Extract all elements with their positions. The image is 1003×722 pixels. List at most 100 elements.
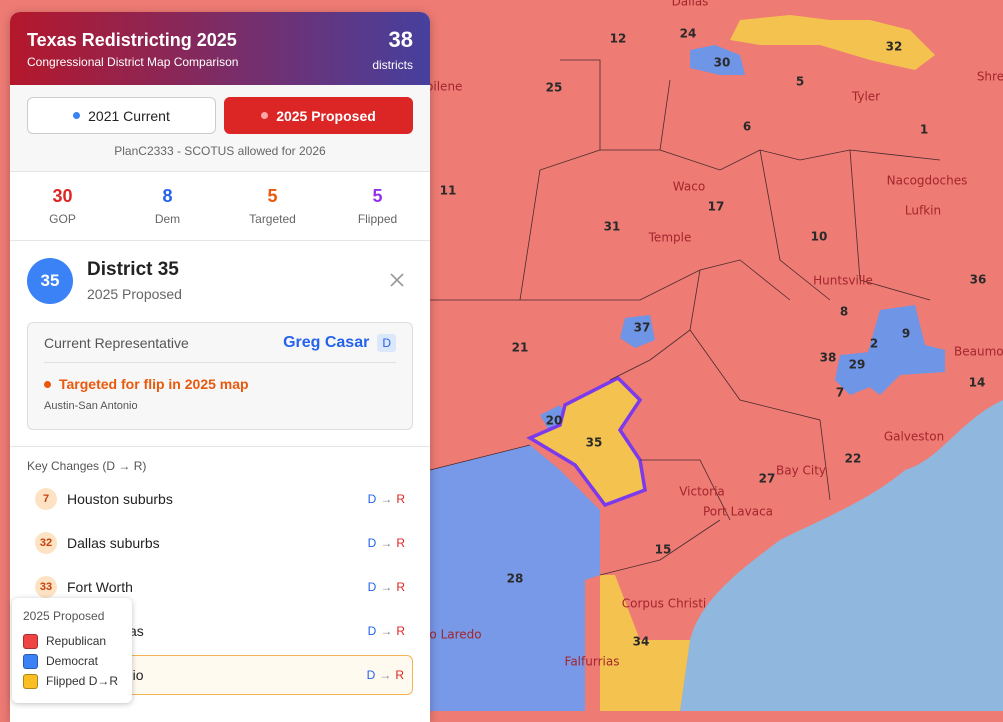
city-label: Galveston [884,430,944,444]
stat-value: 30 [52,186,73,206]
district-35-outline[interactable] [526,375,647,508]
district-label[interactable]: 20 [546,414,563,428]
arrow: → [380,580,393,594]
district-label[interactable]: 35 [586,436,603,450]
district-label[interactable]: 10 [811,230,828,244]
from-party: D [367,536,377,550]
from-party: D [367,492,377,506]
district-label[interactable]: 27 [759,472,776,486]
to-party: R [396,536,405,550]
from-party: D [367,624,377,638]
city-label: Bay City [776,464,826,478]
legend-items: Republican Democrat Flipped D→R [23,631,121,691]
district-badge: 33 [35,576,57,598]
close-button[interactable] [390,273,404,287]
stat-label: GOP [49,212,76,226]
district-label[interactable]: 29 [849,358,866,372]
district-label[interactable]: 14 [969,376,986,390]
district-label[interactable]: 7 [836,386,844,400]
stat-label: Flipped [357,212,398,226]
district-badge: 32 [35,532,57,554]
city-label: Dallas [672,0,709,9]
toggle-2021[interactable]: 2021 Current [27,97,216,134]
item-name: Houston suburbs [67,491,173,507]
district-label[interactable]: 30 [714,56,731,70]
status: Targeted for flip in 2025 map [44,376,396,392]
arrow: → [380,536,393,550]
district-label[interactable]: 15 [655,543,672,557]
legend-item: Flipped D→R [23,671,121,691]
legend: 2025 Proposed Republican Democrat Flipped … [12,598,132,703]
rep-card: Current Representative Greg Casar D Targ… [27,322,413,430]
district-label[interactable]: 9 [902,327,910,341]
district-label[interactable]: 17 [708,200,725,214]
district-32 [730,15,935,70]
district-label[interactable]: 1 [920,123,928,137]
district-title: District 35 [87,259,179,280]
area: Austin-San Antonio [44,400,138,412]
district-badge: 7 [35,488,57,510]
rep-name: Greg Casar [283,333,370,351]
district-9 [860,305,945,395]
side-panel: Texas Redistricting 2025 Congressional D… [10,12,430,722]
district-label[interactable]: 38 [820,351,837,365]
title: Texas Redistricting 2025 [27,30,237,50]
city-label: Nacogdoches [887,174,968,188]
rep-row: Current Representative Greg Casar D [44,323,396,363]
to-party: R [395,668,404,682]
district-label[interactable]: 24 [680,27,697,41]
key-change-item[interactable]: 33 Fort Worth D → R [27,567,413,607]
city-label: Lufkin [905,204,941,218]
district-label[interactable]: 36 [970,273,987,287]
toggle-label: 2021 Current [88,107,170,124]
item-name: Dallas suburbs [67,535,160,551]
city-label: Waco [673,180,705,194]
plan-note: PlanC2333 - SCOTUS allowed for 2026 [10,134,430,172]
rep-label: Current Representative [44,334,189,351]
stat: 5 Flipped [325,186,430,226]
district-subtitle: 2025 Proposed [87,286,182,302]
district-29 [835,352,875,395]
toggle-2025[interactable]: 2025 Proposed [224,97,413,134]
district-label[interactable]: 8 [840,305,848,319]
toggle-label: 2025 Proposed [276,107,376,124]
change: D → R [368,492,405,506]
city-label: Victoria [679,485,725,499]
district-boundaries [429,59,941,576]
district-label[interactable]: 37 [634,321,651,335]
city-label: Huntsville [813,274,873,288]
to-party: R [396,624,405,638]
district-label[interactable]: 2 [870,337,878,351]
city-label: Tyler [851,90,880,104]
district-label[interactable]: 31 [604,220,621,234]
from-party: D [366,668,376,682]
city-label: Port Lavaca [703,505,773,519]
city-label: Temple [648,231,692,245]
district-label[interactable]: 32 [886,40,903,54]
district-30 [690,45,745,75]
arrow: → [380,492,393,506]
district-label[interactable]: 22 [845,452,862,466]
district-label[interactable]: 6 [743,120,751,134]
district-count: 38 [388,27,413,52]
district-label[interactable]: 21 [512,341,529,355]
legend-item: Democrat [23,651,121,671]
district-label[interactable]: 11 [440,184,457,198]
district-label[interactable]: 25 [546,81,563,95]
legend-title: 2025 Proposed [23,609,105,623]
legend-swatch [23,653,38,669]
district-label[interactable]: 12 [610,32,627,46]
change: D → R [368,624,405,638]
district-label[interactable]: 28 [507,572,524,586]
key-change-item[interactable]: 7 Houston suburbs D → R [27,479,413,519]
district-label[interactable]: 34 [633,635,650,649]
district-label[interactable]: 5 [796,75,804,89]
key-change-item[interactable]: 32 Dallas suburbs D → R [27,523,413,563]
gulf [680,400,1003,711]
legend-label: Democrat [46,654,99,668]
legend-swatch [23,673,38,689]
key-changes-title: Key Changes (D → R) [27,459,147,473]
district-34 [600,575,690,711]
stat-value: 5 [372,186,383,206]
